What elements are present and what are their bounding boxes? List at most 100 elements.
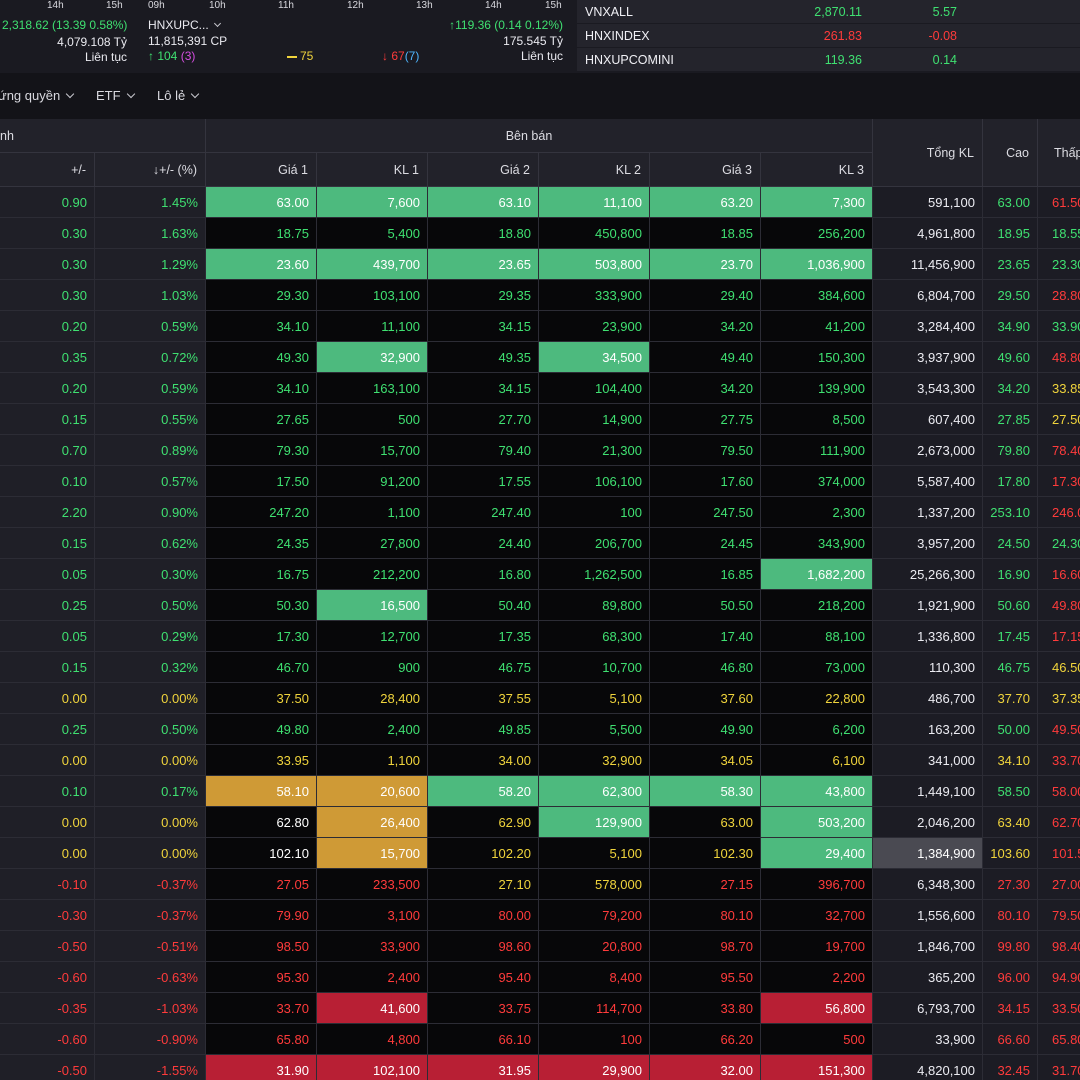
col-sell-price-3[interactable]: Giá 3: [650, 153, 761, 187]
change-cell: 0.00: [0, 683, 95, 714]
sell-vol-2-cell: 11,100: [539, 187, 650, 218]
total-volume-cell: 4,820,100: [873, 1055, 983, 1080]
table-row[interactable]: -0.35 -1.03% 33.70 41,600 33.75 114,700 33.80 5…: [0, 993, 1080, 1024]
market-card-left[interactable]: 14h 15h 2,318.62 (13.39 0.58%) 4,079.108…: [0, 0, 133, 73]
table-row[interactable]: 0.90 1.45% 63.00 7,600 63.10 11,100 63.20 7,300…: [0, 187, 1080, 218]
table-row[interactable]: 0.10 0.17% 58.10 20,600 58.20 62,300 58.30 43,8…: [0, 776, 1080, 807]
sell-price-3-cell: 17.60: [650, 466, 761, 497]
high-cell: 63.40: [983, 807, 1038, 838]
col-sell-price-1[interactable]: Giá 1: [206, 153, 317, 187]
table-row[interactable]: 0.05 0.30% 16.75 212,200 16.80 1,262,500 16.85…: [0, 559, 1080, 590]
time-axis: 14h 15h: [0, 0, 133, 14]
table-row[interactable]: -0.60 -0.63% 95.30 2,400 95.40 8,400 95.50 2,20…: [0, 962, 1080, 993]
col-sell-vol-2[interactable]: KL 2: [539, 153, 650, 187]
filter-etf[interactable]: ETF: [96, 88, 135, 103]
sell-vol-2-cell: 5,500: [539, 714, 650, 745]
col-high[interactable]: Cao: [983, 119, 1038, 187]
sell-price-2-cell: 247.40: [428, 497, 539, 528]
table-row[interactable]: 0.25 0.50% 50.30 16,500 50.40 89,800 50.50 218,…: [0, 590, 1080, 621]
table-row[interactable]: 0.15 0.32% 46.70 900 46.75 10,700 46.80 73,000 1…: [0, 652, 1080, 683]
sell-price-2-cell: 46.75: [428, 652, 539, 683]
sell-vol-3-cell: 2,300: [761, 497, 873, 528]
change-pct-cell: 0.30%: [95, 559, 206, 590]
market-card-hnxupcom[interactable]: 09h 10h 11h 12h 13h 14h 15h HNXUPC... ↑1…: [141, 0, 569, 73]
change-pct-cell: 0.57%: [95, 466, 206, 497]
sell-price-1-cell: 34.10: [206, 373, 317, 404]
sell-vol-3-cell: 151,300: [761, 1055, 873, 1080]
table-row[interactable]: 0.15 0.55% 27.65 500 27.70 14,900 27.75 8,500 60…: [0, 404, 1080, 435]
index-row[interactable]: VNXALL 2,870.11 5.57: [577, 0, 1080, 24]
filter-covered-warrants[interactable]: ứng quyền: [0, 88, 75, 103]
low-cell: 49.50: [1038, 714, 1080, 745]
table-row[interactable]: -0.60 -0.90% 65.80 4,800 66.10 100 66.20 500 33,…: [0, 1024, 1080, 1055]
total-volume-cell: 6,348,300: [873, 869, 983, 900]
change-pct-cell: 0.00%: [95, 838, 206, 869]
session-status: Liên tục: [84, 50, 127, 64]
sell-vol-1-cell: 15,700: [317, 435, 428, 466]
sell-vol-2-cell: 503,800: [539, 249, 650, 280]
index-row-change: 5.57: [932, 5, 957, 19]
change-cell: 0.35: [0, 342, 95, 373]
sell-price-2-cell: 24.40: [428, 528, 539, 559]
high-cell: 50.60: [983, 590, 1038, 621]
sell-vol-3-cell: 384,600: [761, 280, 873, 311]
table-row[interactable]: 0.00 0.00% 102.10 15,700 102.20 5,100 102.30 29…: [0, 838, 1080, 869]
col-total-volume[interactable]: Tổng KL: [873, 119, 983, 187]
total-volume-cell: 1,337,200: [873, 497, 983, 528]
table-row[interactable]: 0.35 0.72% 49.30 32,900 49.35 34,500 49.40 150,…: [0, 342, 1080, 373]
col-change-pct[interactable]: ↓+/- (%): [95, 153, 206, 187]
change-cell: 0.20: [0, 311, 95, 342]
table-row[interactable]: 0.20 0.59% 34.10 11,100 34.15 23,900 34.20 41,2…: [0, 311, 1080, 342]
table-row[interactable]: 0.20 0.59% 34.10 163,100 34.15 104,400 34.20 13…: [0, 373, 1080, 404]
table-row[interactable]: 0.00 0.00% 62.80 26,400 62.90 129,900 63.00 503…: [0, 807, 1080, 838]
sell-vol-1-cell: 12,700: [317, 621, 428, 652]
col-sell-price-2[interactable]: Giá 2: [428, 153, 539, 187]
sell-price-3-cell: 49.90: [650, 714, 761, 745]
sell-vol-2-cell: 1,262,500: [539, 559, 650, 590]
table-row[interactable]: -0.30 -0.37% 79.90 3,100 80.00 79,200 80.10 32,…: [0, 900, 1080, 931]
change-pct-cell: 0.29%: [95, 621, 206, 652]
index-row-change: 0.14: [932, 53, 957, 67]
table-row[interactable]: -0.50 -1.55% 31.90 102,100 31.95 29,900 32.00 1…: [0, 1055, 1080, 1080]
table-row[interactable]: -0.50 -0.51% 98.50 33,900 98.60 20,800 98.70 19…: [0, 931, 1080, 962]
table-row[interactable]: 2.20 0.90% 247.20 1,100 247.40 100 247.50 2,300…: [0, 497, 1080, 528]
col-change[interactable]: +/-: [0, 153, 95, 187]
change-cell: 0.10: [0, 466, 95, 497]
sell-price-1-cell: 27.65: [206, 404, 317, 435]
table-row[interactable]: 0.00 0.00% 33.95 1,100 34.00 32,900 34.05 6,100…: [0, 745, 1080, 776]
col-sell-vol-3[interactable]: KL 3: [761, 153, 873, 187]
change-pct-cell: 1.03%: [95, 280, 206, 311]
table-row[interactable]: 0.70 0.89% 79.30 15,700 79.40 21,300 79.50 111,…: [0, 435, 1080, 466]
sell-price-3-cell: 17.40: [650, 621, 761, 652]
col-sell-vol-1[interactable]: KL 1: [317, 153, 428, 187]
table-row[interactable]: 0.30 1.63% 18.75 5,400 18.80 450,800 18.85 256,…: [0, 218, 1080, 249]
change-pct-cell: 0.50%: [95, 590, 206, 621]
low-cell: 31.70: [1038, 1055, 1080, 1080]
table-row[interactable]: 0.30 1.29% 23.60 439,700 23.65 503,800 23.70 1,…: [0, 249, 1080, 280]
index-row[interactable]: HNXINDEX 261.83 -0.08: [577, 24, 1080, 48]
sell-price-2-cell: 34.15: [428, 373, 539, 404]
total-volume-cell: 6,793,700: [873, 993, 983, 1024]
table-row[interactable]: 0.30 1.03% 29.30 103,100 29.35 333,900 29.40 38…: [0, 280, 1080, 311]
sell-vol-3-cell: 111,900: [761, 435, 873, 466]
table-row[interactable]: 0.00 0.00% 37.50 28,400 37.55 5,100 37.60 22,80…: [0, 683, 1080, 714]
table-row[interactable]: 0.05 0.29% 17.30 12,700 17.35 68,300 17.40 88,1…: [0, 621, 1080, 652]
col-low[interactable]: Thấp: [1038, 119, 1080, 187]
high-cell: 24.50: [983, 528, 1038, 559]
total-volume-cell: 1,449,100: [873, 776, 983, 807]
sell-price-2-cell: 16.80: [428, 559, 539, 590]
table-row[interactable]: 0.15 0.62% 24.35 27,800 24.40 206,700 24.45 343…: [0, 528, 1080, 559]
sell-price-3-cell: 98.70: [650, 931, 761, 962]
index-row[interactable]: HNXUPCOMINI 119.36 0.14: [577, 48, 1080, 72]
sell-price-1-cell: 58.10: [206, 776, 317, 807]
sell-vol-1-cell: 900: [317, 652, 428, 683]
total-volume-cell: 25,266,300: [873, 559, 983, 590]
session-status: Liên tục: [520, 49, 563, 63]
filter-odd-lot[interactable]: Lô lẻ: [157, 88, 200, 103]
sell-vol-1-cell: 27,800: [317, 528, 428, 559]
sell-price-1-cell: 65.80: [206, 1024, 317, 1055]
table-row[interactable]: -0.10 -0.37% 27.05 233,500 27.10 578,000 27.15…: [0, 869, 1080, 900]
table-row[interactable]: 0.10 0.57% 17.50 91,200 17.55 106,100 17.60 374…: [0, 466, 1080, 497]
index-selector[interactable]: HNXUPC...: [148, 18, 221, 32]
table-row[interactable]: 0.25 0.50% 49.80 2,400 49.85 5,500 49.90 6,200 1…: [0, 714, 1080, 745]
